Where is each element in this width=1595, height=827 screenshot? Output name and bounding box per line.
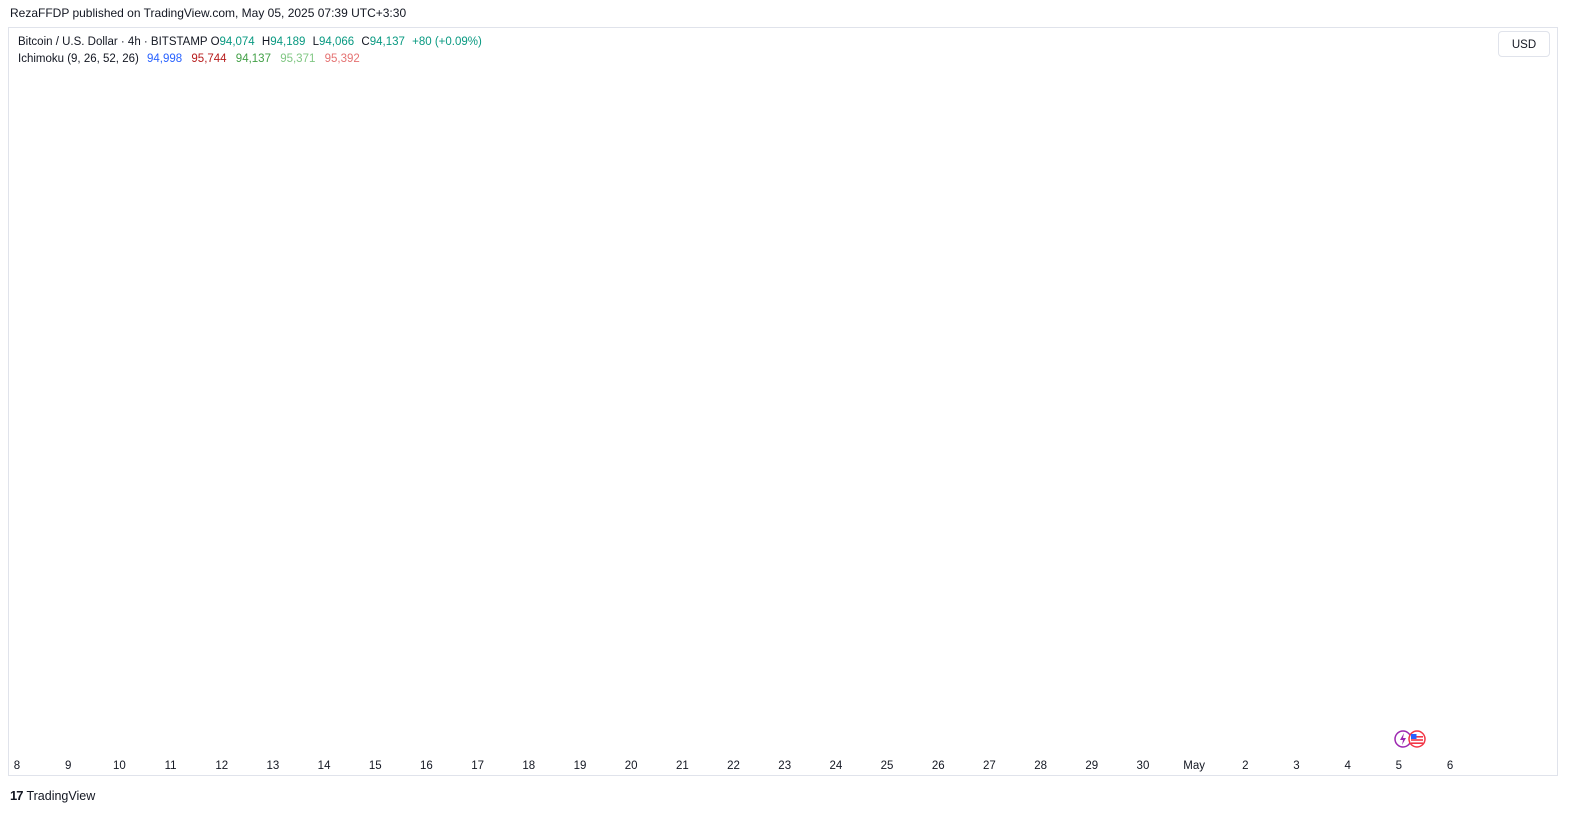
time-tick-label: 30 bbox=[1137, 760, 1150, 772]
ichimoku-row: Ichimoku (9, 26, 52, 26) 94,998 95,744 9… bbox=[18, 51, 486, 68]
open-label: O bbox=[210, 36, 220, 48]
tenkan-value: 94,998 bbox=[147, 53, 183, 65]
time-tick-label: 23 bbox=[778, 760, 791, 772]
chart-legend: Bitcoin / U.S. Dollar · 4h · BITSTAMP O9… bbox=[18, 34, 486, 68]
chikou-value: 94,137 bbox=[235, 53, 271, 65]
us-flag-icon[interactable] bbox=[1408, 730, 1426, 748]
brand-label: TradingView bbox=[26, 789, 96, 803]
time-tick-label: 16 bbox=[420, 760, 433, 772]
open-value: 94,074 bbox=[219, 36, 255, 48]
time-tick-label: 17 bbox=[471, 760, 484, 772]
time-tick-label: 25 bbox=[881, 760, 894, 772]
time-tick-label: 8 bbox=[14, 760, 20, 772]
time-tick-label: 27 bbox=[983, 760, 996, 772]
time-tick-label: May bbox=[1183, 760, 1205, 772]
time-tick-label: 15 bbox=[369, 760, 382, 772]
high-value: 94,189 bbox=[270, 36, 306, 48]
time-tick-label: 29 bbox=[1085, 760, 1098, 772]
time-tick-label: 28 bbox=[1034, 760, 1047, 772]
time-tick-label: 2 bbox=[1242, 760, 1248, 772]
change-value: +80 (+0.09%) bbox=[412, 36, 482, 48]
time-tick-label: 18 bbox=[522, 760, 535, 772]
time-tick-label: 9 bbox=[65, 760, 71, 772]
ichimoku-label[interactable]: Ichimoku (9, 26, 52, 26) bbox=[18, 53, 139, 65]
time-tick-label: 11 bbox=[165, 760, 177, 772]
close-label: C bbox=[361, 36, 370, 48]
ohlc-row: Bitcoin / U.S. Dollar · 4h · BITSTAMP O9… bbox=[18, 34, 486, 51]
time-axis[interactable]: 8 9 10 11 12 13 14 15 16 17 18 19 20 21 22 23 24 25 26 27 28… bbox=[14, 760, 1453, 772]
span-a-value: 95,371 bbox=[280, 53, 316, 65]
time-tick-label: 24 bbox=[829, 760, 842, 772]
currency-button[interactable]: USD bbox=[1498, 31, 1550, 57]
kijun-value: 95,744 bbox=[191, 53, 227, 65]
time-tick-label: 5 bbox=[1396, 760, 1402, 772]
time-tick-label: 13 bbox=[267, 760, 280, 772]
close-value: 94,137 bbox=[369, 36, 405, 48]
events-icons[interactable] bbox=[1390, 728, 1430, 750]
time-tick-label: 10 bbox=[113, 760, 126, 772]
time-tick-label: 19 bbox=[574, 760, 587, 772]
published-text: RezaFFDP published on TradingView.com, M… bbox=[10, 6, 407, 20]
tradingview-logo-icon: 17 bbox=[10, 788, 24, 803]
span-b-value: 95,392 bbox=[324, 53, 360, 65]
high-label: H bbox=[261, 36, 271, 48]
published-header: RezaFFDP published on TradingView.com, M… bbox=[0, 0, 1595, 26]
time-tick-label: 6 bbox=[1447, 760, 1453, 772]
time-tick-label: 26 bbox=[932, 760, 945, 772]
time-tick-label: 4 bbox=[1344, 760, 1351, 772]
time-tick-label: 21 bbox=[676, 760, 689, 772]
chart-frame bbox=[8, 27, 1558, 776]
time-tick-label: 20 bbox=[625, 760, 638, 772]
tradingview-brand[interactable]: 17 TradingView bbox=[10, 787, 95, 805]
time-tick-label: 3 bbox=[1293, 760, 1299, 772]
low-value: 94,066 bbox=[319, 36, 355, 48]
time-tick-label: 22 bbox=[727, 760, 740, 772]
symbol-title[interactable]: Bitcoin / U.S. Dollar · 4h · BITSTAMP bbox=[18, 36, 208, 48]
time-tick-label: 12 bbox=[215, 760, 228, 772]
time-tick-label: 14 bbox=[318, 760, 331, 772]
low-label: L bbox=[312, 36, 320, 48]
